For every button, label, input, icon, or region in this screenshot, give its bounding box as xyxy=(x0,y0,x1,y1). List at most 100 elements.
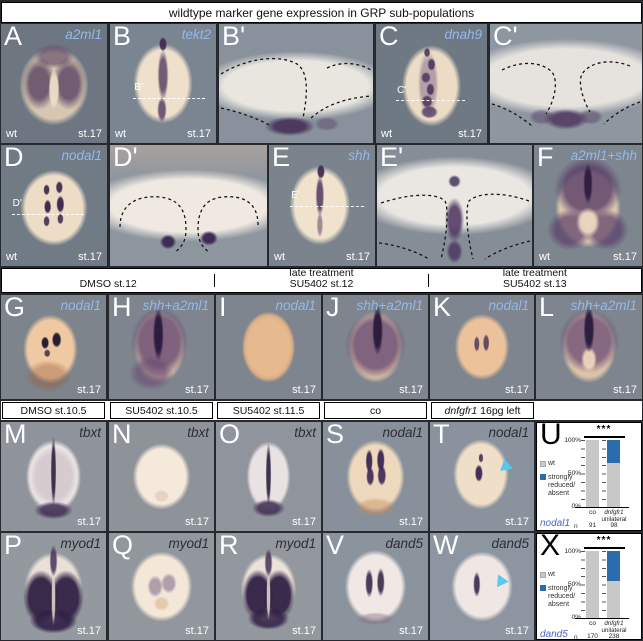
panel-e-section: E' xyxy=(377,145,532,266)
x-axis-line xyxy=(575,618,629,619)
bar-treated xyxy=(607,551,620,618)
panel-letter: V xyxy=(326,533,345,560)
panel-letter: T xyxy=(433,422,450,449)
panel-d-section: D' xyxy=(110,145,267,266)
embryo-photo xyxy=(323,422,428,531)
panel-letter: H xyxy=(112,295,132,322)
panel-letter: D xyxy=(4,145,24,172)
panel-c-section: C' xyxy=(490,24,642,143)
axis-ticks xyxy=(602,551,606,618)
embryo-photo xyxy=(323,533,428,640)
stage-label: st.17 xyxy=(292,384,316,396)
legend-swatch-wt xyxy=(540,572,546,578)
wt-label: wt xyxy=(115,128,126,140)
embryo-photo xyxy=(323,295,428,399)
stage-label: st.17 xyxy=(399,625,423,637)
stage-label: st.17 xyxy=(399,384,423,396)
stage-label: st.17 xyxy=(77,516,101,528)
panel-n: N tbxt st.17 xyxy=(109,422,214,531)
embryo-photo xyxy=(1,145,107,266)
gene-label: nodal1 xyxy=(60,298,101,313)
x-axis-line xyxy=(575,507,629,508)
section-line xyxy=(395,100,465,102)
section-line-label: C' xyxy=(397,84,407,96)
condition-header-text: DMSO st.10.5 xyxy=(20,404,87,417)
header-divider xyxy=(427,274,429,287)
condition-header-co: co xyxy=(324,402,427,419)
treatment-header-line1: late treatment xyxy=(502,267,567,279)
legend-label: wt xyxy=(548,460,555,467)
chart-gene-label: dand5 xyxy=(540,629,568,640)
gene-label: shh xyxy=(348,148,370,163)
stage-label: st.17 xyxy=(185,384,209,396)
treatment-header-line2: DMSO st.12 xyxy=(79,278,137,290)
panel-h: H shh+a2ml1 st.17 xyxy=(109,295,214,399)
panel-g: G nodal1 st.17 xyxy=(1,295,106,399)
panel-a: A a2ml1 wt st.17 xyxy=(1,24,107,143)
treatment-header-su5402-st13: late treatment SU5402 st.13 xyxy=(429,267,641,292)
panel-letter: K xyxy=(433,295,452,322)
stage-label: st.17 xyxy=(399,516,423,528)
embryo-photo xyxy=(430,295,534,399)
axis-ticks xyxy=(581,551,585,618)
stage-label: st.17 xyxy=(505,625,529,637)
section-line-label: B' xyxy=(134,82,143,94)
header-divider xyxy=(214,274,216,287)
axis-ticks xyxy=(602,440,606,507)
wt-label: wt xyxy=(274,251,285,263)
gene-label: a2ml1 xyxy=(65,27,102,42)
embryo-photo xyxy=(216,533,321,640)
tissue-outline xyxy=(119,196,259,254)
stage-label: st.17 xyxy=(505,516,529,528)
section-line xyxy=(290,205,365,207)
stage-label: st.17 xyxy=(292,516,316,528)
embryo-section-photo xyxy=(110,145,267,266)
section-line-label: D' xyxy=(12,198,22,210)
y-axis-label: 0% xyxy=(571,503,581,510)
panel-letter: J xyxy=(326,295,340,322)
panel-letter: C' xyxy=(493,24,518,51)
stage-label: st.17 xyxy=(346,251,370,263)
gene-label: a2ml1+shh xyxy=(570,148,637,163)
condition-header-dmso: DMSO st.10.5 xyxy=(2,402,105,419)
tissue-outline xyxy=(220,57,372,127)
bar-segment-wt xyxy=(586,440,599,507)
treatment-header-su5402-st12: late treatment SU5402 st.12 xyxy=(215,268,427,292)
panel-b: B' B tekt2 wt st.17 xyxy=(110,24,216,143)
embryo-section-photo xyxy=(219,24,373,143)
condition-header-su5402-115: SU5402 st.11.5 xyxy=(217,402,320,419)
significance-line xyxy=(584,436,625,438)
tissue-outline xyxy=(378,193,531,260)
panel-letter: E' xyxy=(380,145,404,172)
legend-entry-wt: wt xyxy=(540,460,555,468)
gene-label: tbxt xyxy=(294,425,316,440)
chart-gene-label: nodal1 xyxy=(540,518,571,529)
embryo-photo xyxy=(1,533,106,640)
embryo-photo xyxy=(216,422,321,531)
panel-q: Q myod1 st.17 xyxy=(109,533,214,640)
bar-segment-reduced xyxy=(607,551,620,582)
panel-letter: E xyxy=(272,145,291,172)
panel-j: J shh+a2ml1 st.17 xyxy=(323,295,428,399)
gene-label: shh+a2ml1 xyxy=(142,298,209,313)
panel-letter: C xyxy=(379,24,399,51)
panel-letter: U xyxy=(540,418,562,451)
panel-letter: I xyxy=(219,295,227,322)
stage-label: st.17 xyxy=(613,384,637,396)
gene-label: shh+a2ml1 xyxy=(356,298,423,313)
bar-segment-wt xyxy=(607,463,620,507)
panel-letter: Q xyxy=(112,533,134,560)
panel-s: S nodal1 st.17 xyxy=(323,422,428,531)
panel-e: E' E shh wt st.17 xyxy=(269,145,375,266)
panel-letter: M xyxy=(4,422,27,449)
y-axis-label: 100% xyxy=(564,437,581,444)
stage-label: st.17 xyxy=(613,251,637,263)
n-label: n xyxy=(574,523,578,530)
n-value-treated: 238 xyxy=(608,633,620,640)
panel-l: L shh+a2ml1 st.17 xyxy=(536,295,642,399)
embryo-photo xyxy=(534,145,642,266)
panel-d: D' D nodal1 wt st.17 xyxy=(1,145,107,266)
condition-header-su5402-105: SU5402 st.10.5 xyxy=(110,402,213,419)
embryo-photo xyxy=(216,295,321,399)
